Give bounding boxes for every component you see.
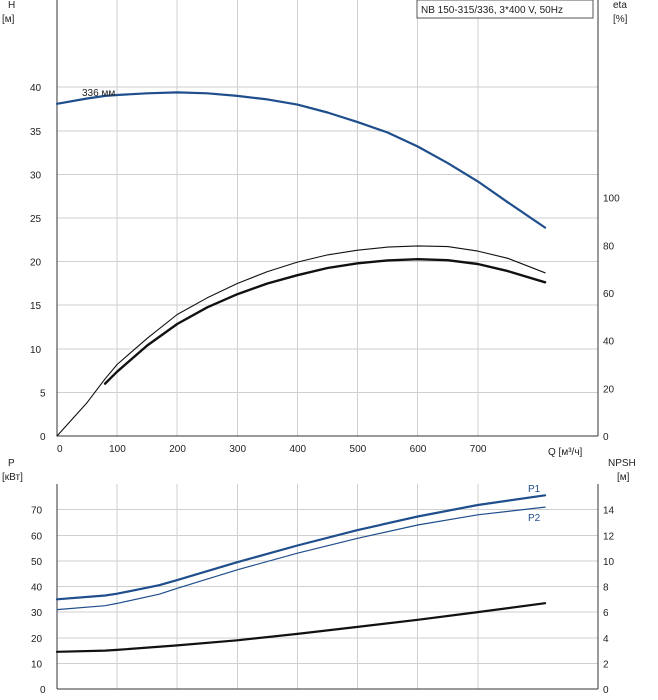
- top-right-y-tick-label-2: 40: [603, 337, 615, 348]
- bottom-chart-ticks: 0 10 20 30 40 50 60 70 0 2 4 6 8 10 12 14: [31, 506, 615, 696]
- top-x-tick-label-5: 500: [350, 444, 367, 455]
- bottom-left-y-tick-label-1: 10: [31, 659, 43, 670]
- curve-diameter-label: 336 мм: [82, 88, 115, 99]
- top-left-axis-label-unit: [м]: [2, 14, 15, 25]
- top-right-y-tick-label-4: 80: [603, 241, 615, 252]
- top-left-y-tick-label-1: 5: [40, 388, 46, 399]
- bottom-right-axis-label-unit: [м]: [617, 472, 630, 483]
- bottom-right-y-tick-label-7: 14: [603, 506, 615, 517]
- top-left-y-tick-label-8: 40: [30, 83, 42, 94]
- bottom-right-y-tick-label-4: 8: [603, 583, 609, 594]
- top-left-axis-label-h: H: [8, 0, 15, 11]
- bottom-left-y-tick-label-2: 20: [31, 634, 43, 645]
- top-series-0: [55, 91, 547, 229]
- top-x-tick-label-1: 100: [109, 444, 126, 455]
- top-x-tick-label-4: 400: [289, 444, 306, 455]
- x-axis-label: Q [м³/ч]: [548, 447, 583, 458]
- top-x-tick-label-6: 600: [410, 444, 427, 455]
- bottom-left-y-tick-label-4: 40: [31, 583, 43, 594]
- top-x-tick-label-0: 0: [57, 444, 63, 455]
- top-right-y-tick-label-0: 0: [603, 432, 609, 443]
- bottom-left-y-tick-label-5: 50: [31, 557, 43, 568]
- p2-series-label: P2: [528, 513, 541, 524]
- bottom-left-y-tick-label-3: 30: [31, 608, 43, 619]
- bottom-left-y-tick-label-7: 70: [31, 506, 43, 517]
- top-left-y-tick-label-7: 35: [30, 127, 42, 138]
- top-x-tick-label-7: 700: [470, 444, 487, 455]
- bottom-left-axis-label-p: P: [8, 458, 15, 469]
- bottom-series-1: [56, 506, 546, 611]
- bottom-right-y-tick-label-5: 10: [603, 557, 615, 568]
- top-right-y-tick-label-3: 60: [603, 289, 615, 300]
- bottom-right-y-tick-label-6: 12: [603, 531, 615, 542]
- bottom-series-2: [55, 602, 547, 653]
- top-right-y-tick-label-5: 100: [603, 194, 620, 205]
- top-x-tick-label-2: 200: [169, 444, 186, 455]
- top-series-1: [56, 245, 546, 437]
- p1-series-label: P1: [528, 484, 541, 495]
- top-chart-ticks: 0 100 200 300 400 500 600 700051015202530354002…: [30, 83, 620, 455]
- bottom-left-y-tick-label-6: 60: [31, 531, 43, 542]
- bottom-chart-grid: [56, 484, 599, 690]
- top-right-axis-label-eta: eta: [613, 0, 627, 11]
- title-box: [416, 0, 594, 19]
- bottom-left-axis-label-unit: [кВт]: [2, 472, 23, 483]
- bottom-right-axis-label-npsh: NPSH: [608, 458, 636, 469]
- bottom-right-y-tick-label-1: 2: [603, 659, 609, 670]
- bottom-right-y-tick-label-0: 0: [603, 685, 609, 696]
- bottom-series-0: [55, 494, 547, 601]
- top-left-y-tick-label-3: 15: [30, 301, 42, 312]
- top-right-axis-label-unit: [%]: [613, 14, 628, 25]
- top-left-y-tick-label-4: 20: [30, 258, 42, 269]
- top-right-y-tick-label-1: 20: [603, 384, 615, 395]
- top-left-y-tick-label-0: 0: [40, 432, 46, 443]
- top-left-y-tick-label-2: 10: [30, 345, 42, 356]
- top-series-2: [103, 258, 547, 385]
- bottom-right-y-tick-label-3: 6: [603, 608, 609, 619]
- bottom-left-y-tick-label-0: 0: [40, 685, 46, 696]
- bottom-right-y-tick-label-2: 4: [603, 634, 609, 645]
- top-x-tick-label-3: 300: [229, 444, 246, 455]
- top-chart-grid: [56, 0, 599, 437]
- chart-series-layer: [55, 91, 547, 653]
- chart-title: NB 150-315/336, 3*400 V, 50Hz: [421, 5, 563, 16]
- top-left-y-tick-label-6: 30: [30, 170, 42, 181]
- top-left-y-tick-label-5: 25: [30, 214, 42, 225]
